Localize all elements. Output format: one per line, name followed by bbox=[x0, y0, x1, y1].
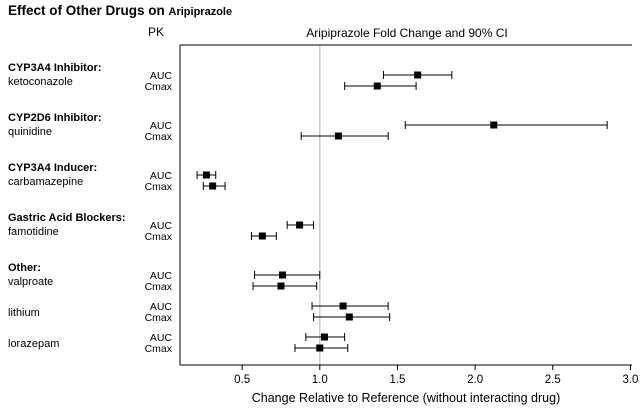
pk-label-cmax: Cmax bbox=[145, 343, 173, 355]
point-estimate-marker bbox=[334, 132, 342, 140]
pk-column-header: PK bbox=[148, 25, 165, 39]
figure-title: Effect of Other Drugs on Aripiprazole bbox=[8, 3, 232, 18]
drug-label: ketoconazole bbox=[8, 76, 73, 88]
point-estimate-marker bbox=[279, 271, 287, 279]
pk-label-auc: AUC bbox=[150, 220, 173, 232]
x-tick-label: 1.0 bbox=[312, 374, 328, 386]
x-tick-label: 2.5 bbox=[545, 374, 561, 386]
group-label: CYP2D6 Inhibitor: bbox=[8, 112, 102, 124]
pk-label-auc: AUC bbox=[150, 70, 173, 82]
x-tick-label: 1.5 bbox=[389, 374, 405, 386]
point-estimate-marker bbox=[373, 82, 381, 90]
point-estimate-marker bbox=[316, 344, 324, 352]
group-label: CYP3A4 Inducer: bbox=[8, 162, 97, 174]
point-estimate-marker bbox=[277, 282, 285, 290]
point-estimate-marker bbox=[258, 232, 266, 240]
point-estimate-marker bbox=[339, 302, 347, 310]
x-tick-label: 0.5 bbox=[234, 374, 250, 386]
pk-label-cmax: Cmax bbox=[145, 281, 173, 293]
pk-label-auc: AUC bbox=[150, 301, 173, 313]
drug-label: famotidine bbox=[8, 226, 59, 238]
point-estimate-marker bbox=[345, 313, 353, 321]
figure-title-drug: Aripiprazole bbox=[168, 6, 233, 18]
group-label: Gastric Acid Blockers: bbox=[8, 212, 126, 224]
pk-label-cmax: Cmax bbox=[145, 131, 173, 143]
point-estimate-marker bbox=[490, 121, 498, 129]
pk-label-cmax: Cmax bbox=[145, 231, 173, 243]
drug-label: quinidine bbox=[8, 126, 52, 138]
drug-label: lorazepam bbox=[8, 338, 59, 350]
figure-title-main: Effect of Other Drugs on bbox=[8, 3, 165, 18]
pk-label-cmax: Cmax bbox=[145, 181, 173, 193]
x-tick-label: 3.0 bbox=[622, 374, 638, 386]
drug-label: valproate bbox=[8, 276, 53, 288]
pk-label-cmax: Cmax bbox=[145, 81, 173, 93]
group-label: CYP3A4 Inhibitor: bbox=[8, 62, 102, 74]
pk-label-auc: AUC bbox=[150, 170, 173, 182]
point-estimate-marker bbox=[296, 221, 304, 229]
pk-label-cmax: Cmax bbox=[145, 312, 173, 324]
pk-label-auc: AUC bbox=[150, 120, 173, 132]
point-estimate-marker bbox=[202, 171, 210, 179]
pk-label-auc: AUC bbox=[150, 332, 173, 344]
point-estimate-marker bbox=[414, 71, 422, 79]
plot-column-header: Aripiprazole Fold Change and 90% CI bbox=[306, 26, 508, 40]
point-estimate-marker bbox=[320, 333, 328, 341]
x-axis-label: Change Relative to Reference (without in… bbox=[251, 391, 561, 405]
x-tick-label: 2.0 bbox=[467, 374, 483, 386]
pk-label-auc: AUC bbox=[150, 270, 173, 282]
group-label: Other: bbox=[8, 262, 41, 274]
drug-label: lithium bbox=[8, 307, 40, 319]
point-estimate-marker bbox=[209, 182, 217, 190]
drug-label: carbamazepine bbox=[8, 176, 83, 188]
